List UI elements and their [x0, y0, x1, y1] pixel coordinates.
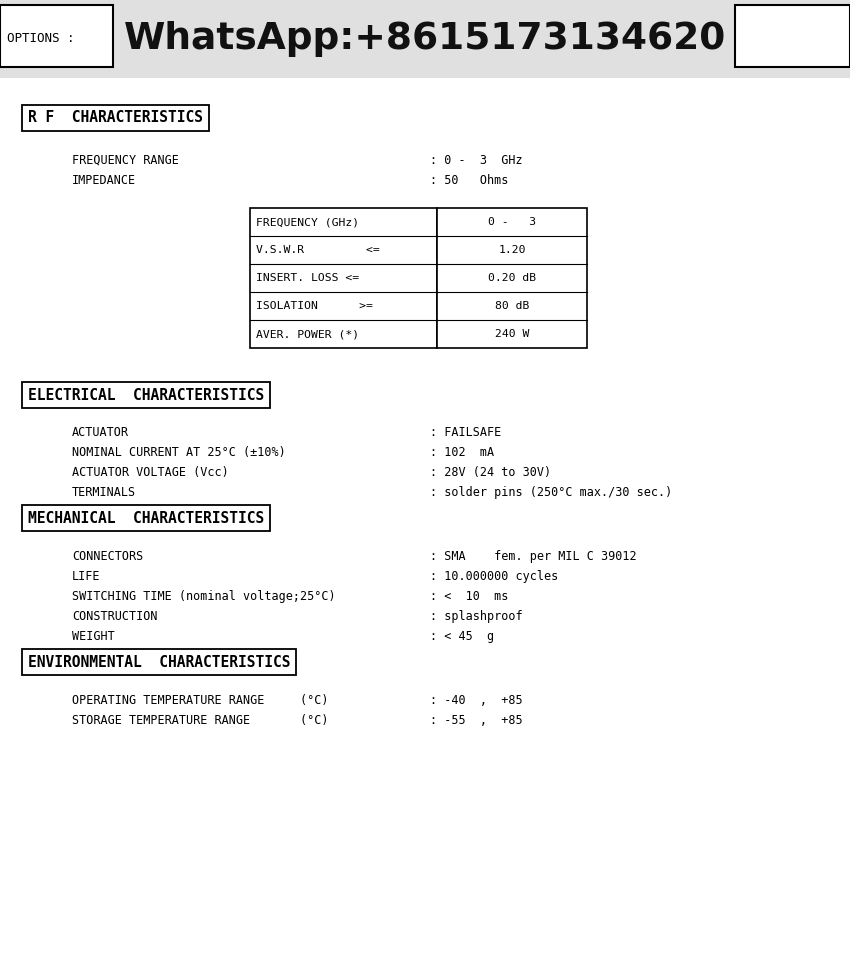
Text: ELECTRICAL  CHARACTERISTICS: ELECTRICAL CHARACTERISTICS	[28, 388, 264, 402]
Text: : -55  ,  +85: : -55 , +85	[430, 713, 523, 726]
Text: 0.20 dB: 0.20 dB	[488, 273, 536, 283]
Text: : 28V (24 to 30V): : 28V (24 to 30V)	[430, 466, 551, 478]
Text: 1.20: 1.20	[498, 245, 526, 255]
Text: WhatsApp:+8615173134620: WhatsApp:+8615173134620	[124, 21, 726, 57]
Text: : SMA    fem. per MIL C 39012: : SMA fem. per MIL C 39012	[430, 549, 637, 563]
Text: NOMINAL CURRENT AT 25°C (±10%): NOMINAL CURRENT AT 25°C (±10%)	[72, 445, 286, 459]
Text: OPERATING TEMPERATURE RANGE     (°C): OPERATING TEMPERATURE RANGE (°C)	[72, 693, 328, 707]
Text: : splashproof: : splashproof	[430, 609, 523, 622]
Text: : <  10  ms: : < 10 ms	[430, 589, 508, 603]
Text: ACTUATOR: ACTUATOR	[72, 426, 129, 438]
Text: CONSTRUCTION: CONSTRUCTION	[72, 609, 157, 622]
Text: INSERT. LOSS <=: INSERT. LOSS <=	[256, 273, 359, 283]
Text: 240 W: 240 W	[495, 329, 530, 339]
Text: SWITCHING TIME (nominal voltage;25°C): SWITCHING TIME (nominal voltage;25°C)	[72, 589, 336, 603]
Text: R F  CHARACTERISTICS: R F CHARACTERISTICS	[28, 111, 203, 125]
Text: : 10.000000 cycles: : 10.000000 cycles	[430, 570, 558, 582]
Text: : 50   Ohms: : 50 Ohms	[430, 173, 508, 187]
Text: OPTIONS :: OPTIONS :	[7, 32, 75, 46]
Text: : 102  mA: : 102 mA	[430, 445, 494, 459]
Bar	[250, 208, 437, 348]
Text: LIFE: LIFE	[72, 570, 100, 582]
Text: STORAGE TEMPERATURE RANGE       (°C): STORAGE TEMPERATURE RANGE (°C)	[72, 713, 328, 726]
Text: IMPEDANCE: IMPEDANCE	[72, 173, 136, 187]
Text: FREQUENCY RANGE: FREQUENCY RANGE	[72, 154, 178, 166]
Text: TERMINALS: TERMINALS	[72, 485, 136, 499]
Text: WEIGHT: WEIGHT	[72, 630, 115, 642]
Text: 0 -   3: 0 - 3	[488, 217, 536, 227]
Text: : FAILSAFE: : FAILSAFE	[430, 426, 502, 438]
Text: ACTUATOR VOLTAGE (Vcc): ACTUATOR VOLTAGE (Vcc)	[72, 466, 229, 478]
Text: V.S.W.R         <=: V.S.W.R <=	[256, 245, 380, 255]
Text: : < 45  g: : < 45 g	[430, 630, 494, 642]
Text: ENVIRONMENTAL  CHARACTERISTICS: ENVIRONMENTAL CHARACTERISTICS	[28, 654, 291, 670]
Text: : -40  ,  +85: : -40 , +85	[430, 693, 523, 707]
Text: MECHANICAL  CHARACTERISTICS: MECHANICAL CHARACTERISTICS	[28, 510, 264, 526]
Text: AVER. POWER (*): AVER. POWER (*)	[256, 329, 359, 339]
Text: : 0 -  3  GHz: : 0 - 3 GHz	[430, 154, 523, 166]
Text: CONNECTORS: CONNECTORS	[72, 549, 144, 563]
Text: FREQUENCY (GHz): FREQUENCY (GHz)	[256, 217, 359, 227]
Text: : solder pins (250°C max./30 sec.): : solder pins (250°C max./30 sec.)	[430, 485, 672, 499]
Bar	[437, 208, 587, 348]
Text: 80 dB: 80 dB	[495, 301, 530, 311]
Bar	[0, 0, 850, 78]
Text: ISOLATION      >=: ISOLATION >=	[256, 301, 373, 311]
Bar	[0, 5, 113, 67]
Bar	[735, 5, 850, 67]
